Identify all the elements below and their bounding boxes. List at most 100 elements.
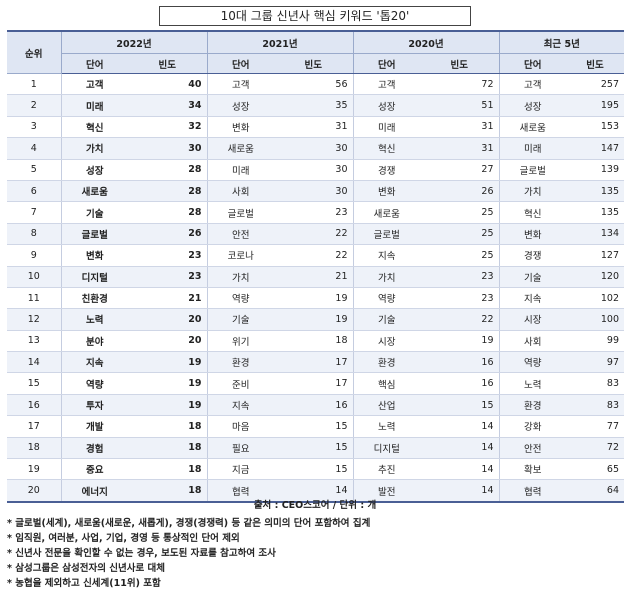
rank-cell: 12 [7, 308, 62, 331]
frequency-cell: 195 [566, 94, 625, 117]
frequency-cell: 14 [420, 479, 499, 503]
frequency-cell: 31 [420, 137, 499, 160]
keyword-cell: 협력 [206, 479, 274, 503]
keyword-cell: 필요 [206, 437, 274, 460]
table-row: 13 분야 20 위기 18 시장 19 사회 99 [7, 330, 625, 353]
frequency-cell: 19 [274, 287, 353, 310]
keyword-cell: 고객 [498, 73, 566, 96]
footnote: * 신년사 전문을 확인할 수 없는 경우, 보도된 자료를 참고하여 조사 [7, 548, 276, 559]
keyword-cell: 새로움 [60, 180, 128, 203]
frequency-cell: 23 [128, 244, 207, 267]
frequency-cell: 99 [566, 330, 625, 353]
keyword-cell: 위기 [206, 330, 274, 353]
frequency-cell: 134 [566, 223, 625, 246]
keyword-cell: 지금 [206, 458, 274, 481]
frequency-cell: 25 [420, 223, 499, 246]
table-body: 1 고객 40 고객 56 고객 72 고객 257 2 미래 34 성장 35 성장 51 성장 195 3 혁신 3… [7, 73, 625, 503]
frequency-cell: 18 [274, 330, 353, 353]
frequency-cell: 127 [566, 244, 625, 267]
keyword-cell: 새로움 [352, 201, 420, 224]
keyword-cell: 추진 [352, 458, 420, 481]
freq-header: 빈도 [274, 53, 353, 74]
keyword-cell: 성장 [498, 94, 566, 117]
table-row: 2 미래 34 성장 35 성장 51 성장 195 [7, 94, 625, 117]
frequency-cell: 100 [566, 308, 625, 331]
rank-cell: 19 [7, 458, 62, 481]
table-row: 18 경험 18 필요 15 디지털 14 안전 72 [7, 437, 625, 460]
keyword-cell: 기술 [498, 266, 566, 288]
frequency-cell: 31 [274, 116, 353, 139]
keyword-table: 순위 2022년 2021년 2020년 최근 5년 단어 빈도 단어 빈도 단… [7, 30, 625, 503]
frequency-cell: 20 [128, 330, 207, 353]
keyword-cell: 환경 [498, 394, 566, 417]
frequency-cell: 14 [420, 415, 499, 438]
frequency-cell: 15 [274, 437, 353, 460]
rank-cell: 9 [7, 244, 62, 267]
frequency-cell: 17 [274, 351, 353, 374]
table-row: 11 친환경 21 역량 19 역량 23 지속 102 [7, 287, 625, 310]
frequency-cell: 17 [274, 372, 353, 395]
keyword-cell: 혁신 [498, 201, 566, 224]
frequency-cell: 135 [566, 201, 625, 224]
header-row-years: 순위 2022년 2021년 2020년 최근 5년 [7, 31, 625, 74]
frequency-cell: 20 [128, 308, 207, 331]
table-row: 14 지속 19 환경 17 환경 16 역량 97 [7, 351, 625, 374]
frequency-cell: 32 [128, 116, 207, 139]
keyword-cell: 혁신 [60, 116, 128, 139]
word-header: 단어 [60, 53, 128, 74]
frequency-cell: 35 [274, 94, 353, 117]
keyword-cell: 고객 [206, 73, 274, 96]
frequency-cell: 22 [274, 223, 353, 246]
frequency-cell: 120 [566, 266, 625, 288]
keyword-cell: 산업 [352, 394, 420, 417]
table-row: 9 변화 23 코로나 22 지속 25 경쟁 127 [7, 244, 625, 267]
frequency-cell: 83 [566, 372, 625, 395]
frequency-cell: 21 [274, 266, 353, 288]
frequency-cell: 77 [566, 415, 625, 438]
table-row: 10 디지털 23 가치 21 가치 23 기술 120 [7, 266, 625, 288]
frequency-cell: 15 [274, 458, 353, 481]
rank-cell: 4 [7, 137, 62, 160]
frequency-cell: 22 [274, 244, 353, 267]
keyword-cell: 기술 [352, 308, 420, 331]
table-row: 4 가치 30 새로움 30 혁신 31 미래 147 [7, 137, 625, 160]
frequency-cell: 30 [274, 180, 353, 203]
keyword-cell: 글로벌 [60, 223, 128, 246]
frequency-cell: 25 [420, 201, 499, 224]
keyword-cell: 디지털 [60, 266, 128, 288]
frequency-cell: 30 [274, 137, 353, 160]
frequency-cell: 27 [420, 159, 499, 181]
frequency-cell: 19 [128, 351, 207, 374]
table-row: 17 개발 18 마음 15 노력 14 강화 77 [7, 415, 625, 438]
keyword-cell: 미래 [352, 116, 420, 139]
keyword-cell: 미래 [498, 137, 566, 160]
rank-cell: 16 [7, 394, 62, 417]
frequency-cell: 65 [566, 458, 625, 481]
keyword-cell: 가치 [60, 137, 128, 160]
keyword-cell: 노력 [498, 372, 566, 395]
keyword-cell: 기술 [60, 201, 128, 224]
table-row: 12 노력 20 기술 19 기술 22 시장 100 [7, 308, 625, 331]
frequency-cell: 72 [420, 73, 499, 96]
keyword-cell: 투자 [60, 394, 128, 417]
frequency-cell: 31 [420, 116, 499, 139]
keyword-cell: 시장 [498, 308, 566, 331]
frequency-cell: 19 [420, 330, 499, 353]
keyword-cell: 중요 [60, 458, 128, 481]
rank-cell: 20 [7, 479, 62, 503]
frequency-cell: 30 [274, 159, 353, 181]
frequency-cell: 23 [420, 266, 499, 288]
keyword-cell: 가치 [206, 266, 274, 288]
keyword-cell: 확보 [498, 458, 566, 481]
frequency-cell: 18 [128, 458, 207, 481]
keyword-cell: 협력 [498, 479, 566, 503]
table-row: 8 글로벌 26 안전 22 글로벌 25 변화 134 [7, 223, 625, 246]
rank-cell: 8 [7, 223, 62, 246]
keyword-cell: 환경 [352, 351, 420, 374]
rank-cell: 2 [7, 94, 62, 117]
keyword-cell: 개발 [60, 415, 128, 438]
keyword-cell: 글로벌 [498, 159, 566, 181]
frequency-cell: 26 [420, 180, 499, 203]
rank-cell: 10 [7, 266, 62, 288]
keyword-cell: 새로움 [206, 137, 274, 160]
